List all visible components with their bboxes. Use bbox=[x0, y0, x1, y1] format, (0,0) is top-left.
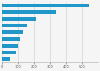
Bar bbox=[2, 51, 16, 54]
Bar bbox=[2, 44, 18, 48]
Bar bbox=[2, 24, 27, 27]
Bar bbox=[2, 4, 89, 7]
Bar bbox=[2, 10, 56, 14]
Bar bbox=[2, 37, 20, 41]
Bar bbox=[2, 57, 10, 61]
Bar bbox=[2, 17, 36, 21]
Bar bbox=[2, 30, 23, 34]
